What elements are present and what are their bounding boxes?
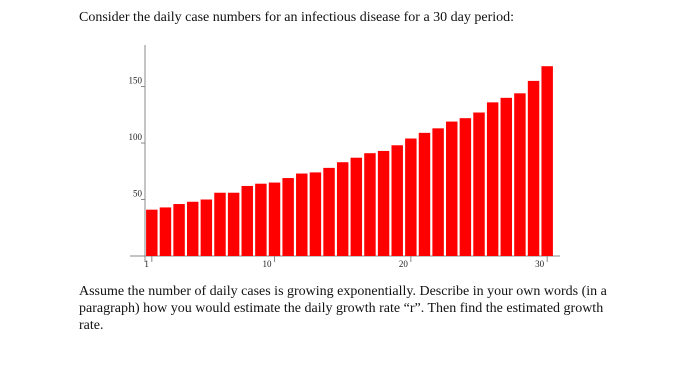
- y-tick-label: 50: [133, 189, 143, 199]
- x-tick-label: 20: [399, 259, 409, 269]
- bar: [432, 128, 444, 256]
- bar: [255, 183, 267, 256]
- x-tick-label: 1: [144, 259, 149, 269]
- bar: [173, 204, 185, 256]
- bar: [418, 132, 431, 256]
- bar: [486, 102, 499, 257]
- bar: [309, 172, 322, 256]
- bar: [459, 118, 472, 256]
- y-tick-label: 100: [129, 132, 143, 142]
- bar: [500, 97, 513, 257]
- bar: [391, 145, 403, 256]
- bar: [282, 178, 294, 256]
- bar: [473, 112, 485, 256]
- x-tick-label: 30: [535, 259, 545, 269]
- bar: [296, 173, 308, 256]
- chart: 50 100 150 1 10 20 30: [129, 45, 560, 269]
- bar: [336, 162, 349, 256]
- bar: [527, 80, 540, 256]
- bar: [268, 182, 281, 256]
- x-tick-label: 10: [263, 259, 273, 269]
- bar: [214, 192, 226, 256]
- bar: [405, 138, 417, 256]
- bar: [200, 199, 213, 256]
- bar: [323, 167, 335, 256]
- bar: [186, 201, 199, 256]
- intro-text: Consider the daily case numbers for an i…: [79, 10, 515, 25]
- bar: [514, 93, 526, 257]
- bar: [146, 209, 158, 256]
- bar: [227, 192, 240, 256]
- question-text: Assume the number of daily cases is grow…: [79, 284, 607, 333]
- bar: [377, 150, 390, 256]
- y-tick-label: 150: [129, 76, 143, 86]
- bar: [159, 207, 172, 256]
- bar: [241, 185, 253, 256]
- bar: [541, 66, 553, 256]
- bar: [364, 153, 376, 256]
- bar: [446, 121, 458, 256]
- bar: [350, 157, 363, 256]
